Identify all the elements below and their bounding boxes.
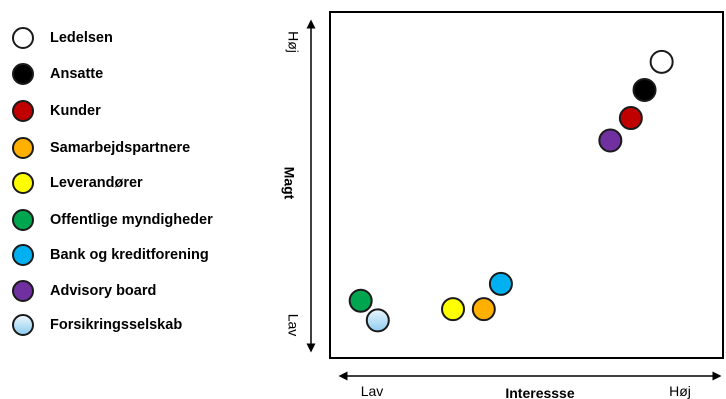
point-ledelsen [649,49,674,74]
legend-marker-kunder [12,100,34,122]
plot-area-frame [329,11,724,359]
point-kunder [618,106,643,131]
x-low-label: Lav [361,383,384,399]
legend-item-kunder: Kunder [10,99,270,127]
legend-marker-ansatte [12,63,34,85]
legend-label-samarbejdspartnere: Samarbejdspartnere [50,140,191,156]
point-bank-og-kreditforening [488,271,513,296]
legend-item-offentlige-myndigheder: Offentlige myndigheder [10,208,270,236]
legend-item-forsikringsselskab: Forsikringsselskab [10,313,270,341]
legend-item-bank-og-kreditforening: Bank og kreditforening [10,243,270,271]
legend-marker-forsikringsselskab [12,314,34,336]
point-forsikringsselskab [365,308,390,333]
point-samarbejdspartnere [471,297,496,322]
legend-item-ledelsen: Ledelsen [10,26,270,54]
point-advisory-board [598,128,623,153]
legend-marker-advisory-board [12,280,34,302]
legend-marker-samarbejdspartnere [12,137,34,159]
legend-marker-ledelsen [12,27,34,49]
legend-marker-offentlige-myndigheder [12,209,34,231]
x-high-label: Høj [669,383,691,399]
legend-label-ledelsen: Ledelsen [50,30,113,46]
data-points [348,49,674,333]
legend-item-samarbejdspartnere: Samarbejdspartnere [10,136,270,164]
legend-label-ansatte: Ansatte [50,66,104,82]
x-axis-title: Interessse [505,385,574,399]
y-low-label: Lav [285,314,301,337]
legend-label-offentlige-myndigheder: Offentlige myndigheder [50,212,213,228]
legend-label-kunder: Kunder [50,103,101,119]
legend-label-advisory-board: Advisory board [50,283,157,299]
legend-item-ansatte: Ansatte [10,62,270,90]
legend-label-bank-og-kreditforening: Bank og kreditforening [50,247,209,263]
point-ansatte [632,77,657,102]
legend-label-forsikringsselskab: Forsikringsselskab [50,317,183,333]
legend-marker-bank-og-kreditforening [12,244,34,266]
y-high-label: Høj [285,31,301,53]
legend-item-leverandorer: Leverandører [10,171,270,199]
point-leverandorer [441,297,466,322]
legend-item-advisory-board: Advisory board [10,279,270,307]
legend-label-leverandorer: Leverandører [50,175,143,191]
legend-marker-leverandorer [12,172,34,194]
y-axis-title: Magt [281,167,297,200]
point-offentlige-myndigheder [348,288,373,313]
